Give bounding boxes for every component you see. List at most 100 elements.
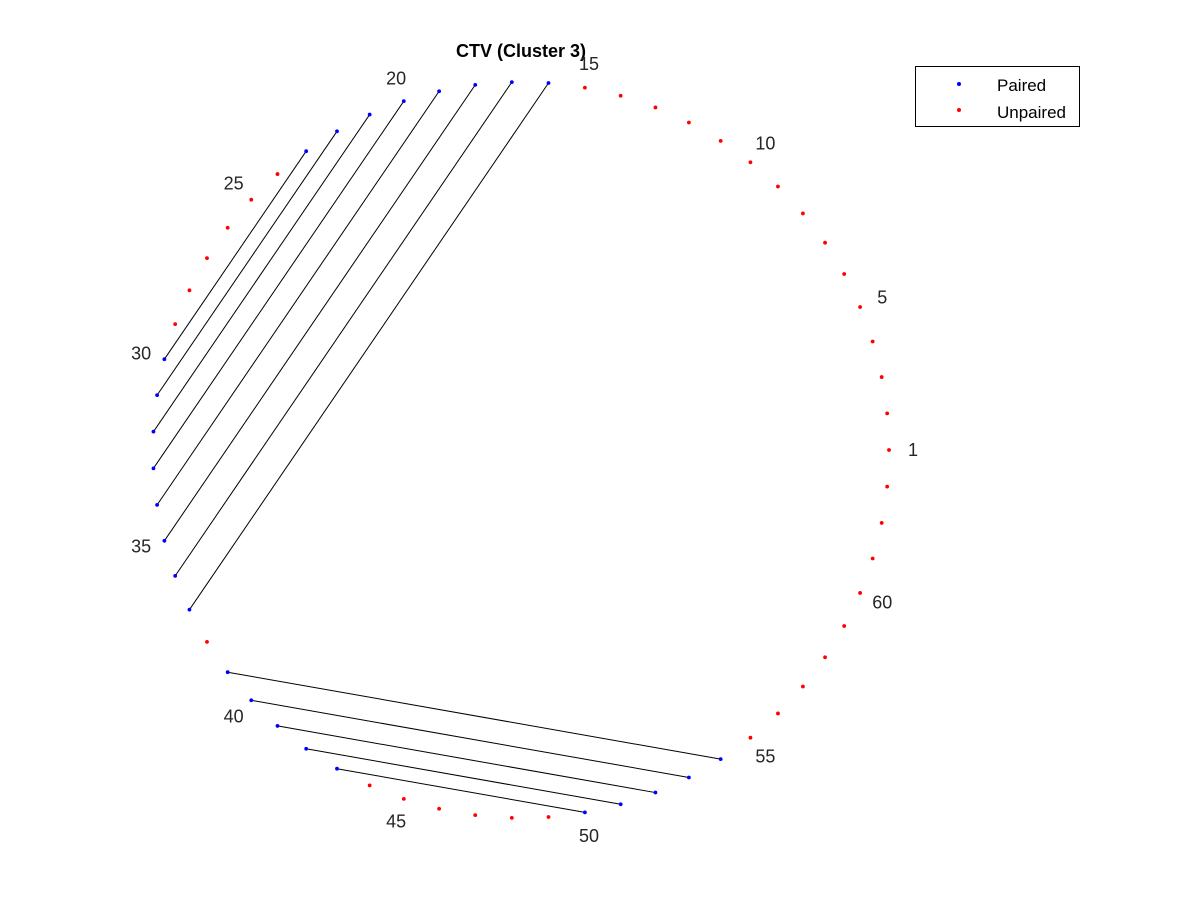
legend-unpaired-marker <box>957 108 961 112</box>
unpaired-point-26 <box>225 225 230 230</box>
pair-link-39-54 <box>227 671 721 760</box>
unpaired-point-12 <box>686 120 691 125</box>
position-label-15: 15 <box>579 54 599 74</box>
unpaired-point-45 <box>401 796 406 801</box>
paired-point-53 <box>686 775 691 780</box>
position-label-5: 5 <box>877 288 887 308</box>
position-label-50: 50 <box>579 826 599 846</box>
unpaired-point-27 <box>205 256 209 261</box>
unpaired-point-7 <box>823 240 827 245</box>
paired-point-37 <box>187 607 192 612</box>
position-label-10: 10 <box>755 134 775 154</box>
unpaired-point-38 <box>205 639 209 644</box>
paired-point-41 <box>275 724 280 728</box>
paired-point-20 <box>401 99 406 104</box>
pair-link-19-34 <box>156 90 440 506</box>
paired-point-21 <box>367 112 372 117</box>
unpaired-point-58 <box>823 655 827 660</box>
unpaired-point-5 <box>858 305 862 309</box>
unpaired-point-14 <box>618 93 623 98</box>
unpaired-point-2 <box>885 411 890 416</box>
pair-link-17-36 <box>174 81 513 577</box>
legend-box <box>915 66 1080 127</box>
paired-point-39 <box>225 670 230 675</box>
paired-point-43 <box>335 766 339 771</box>
unpaired-point-61 <box>870 556 875 561</box>
pair-link-20-33 <box>153 100 405 469</box>
unpaired-point-60 <box>858 591 862 595</box>
paired-point-30 <box>162 357 167 362</box>
unpaired-point-9 <box>776 184 780 189</box>
unpaired-point-62 <box>879 521 884 525</box>
paired-point-35 <box>162 538 167 543</box>
unpaired-point-28 <box>187 288 192 293</box>
chart-title: CTV (Cluster 3) <box>456 41 586 61</box>
position-label-45: 45 <box>386 812 406 832</box>
position-label-55: 55 <box>755 746 775 766</box>
paired-point-16 <box>546 81 551 85</box>
pair-link-41-52 <box>277 725 656 794</box>
unpaired-point-6 <box>842 272 847 276</box>
paired-point-40 <box>249 698 254 703</box>
position-label-40: 40 <box>224 707 244 727</box>
unpaired-point-46 <box>437 806 442 811</box>
pair-link-18-35 <box>163 84 476 542</box>
paired-point-22 <box>335 129 339 134</box>
unpaired-point-29 <box>173 322 178 327</box>
paired-point-51 <box>618 802 623 807</box>
pair-link-42-51 <box>306 748 621 805</box>
unpaired-point-4 <box>870 339 875 344</box>
pair-link-22-31 <box>156 131 338 396</box>
unpaired-point-13 <box>653 105 658 110</box>
paired-point-54 <box>718 757 723 762</box>
paired-point-52 <box>653 790 658 795</box>
unpaired-point-44 <box>367 783 372 788</box>
unpaired-point-11 <box>718 138 723 143</box>
legend-paired-label: Paired <box>997 76 1046 95</box>
pair-link-43-50 <box>336 768 585 813</box>
unpaired-point-56 <box>776 711 780 716</box>
unpaired-point-57 <box>801 684 805 689</box>
paired-point-31 <box>155 393 160 398</box>
paired-point-34 <box>155 502 160 507</box>
position-label-35: 35 <box>131 537 151 557</box>
paired-point-18 <box>473 82 478 87</box>
pair-link-23-30 <box>163 150 307 360</box>
unpaired-point-49 <box>546 815 551 819</box>
pair-link-21-32 <box>153 114 371 432</box>
unpaired-point-59 <box>842 624 847 628</box>
unpaired-point-24 <box>275 172 280 176</box>
paired-point-32 <box>151 429 156 434</box>
paired-point-36 <box>173 573 178 578</box>
paired-point-19 <box>437 89 442 94</box>
position-label-30: 30 <box>131 343 151 363</box>
unpaired-point-48 <box>509 815 514 820</box>
unpaired-point-15 <box>583 85 587 90</box>
unpaired-point-8 <box>801 211 805 216</box>
pair-link-40-53 <box>251 699 689 778</box>
unpaired-point-3 <box>879 375 884 379</box>
unpaired-point-25 <box>249 197 254 202</box>
position-label-25: 25 <box>224 173 244 193</box>
legend: Paired Unpaired <box>915 66 1080 127</box>
unpaired-point-1 <box>887 448 891 452</box>
paired-point-17 <box>509 80 514 85</box>
unpaired-point-63 <box>885 484 890 489</box>
position-label-60: 60 <box>872 592 892 612</box>
legend-paired-marker <box>957 82 961 86</box>
unpaired-point-55 <box>748 735 753 740</box>
position-label-20: 20 <box>386 68 406 88</box>
pair-links <box>153 81 721 813</box>
paired-point-42 <box>304 746 309 751</box>
legend-unpaired-label: Unpaired <box>997 103 1066 122</box>
paired-point-23 <box>304 149 309 154</box>
unpaired-point-47 <box>473 813 478 818</box>
position-points <box>151 80 891 820</box>
pair-link-16-37 <box>189 82 549 610</box>
paired-point-50 <box>583 810 587 815</box>
unpaired-point-10 <box>748 160 753 165</box>
paired-point-33 <box>151 466 156 471</box>
